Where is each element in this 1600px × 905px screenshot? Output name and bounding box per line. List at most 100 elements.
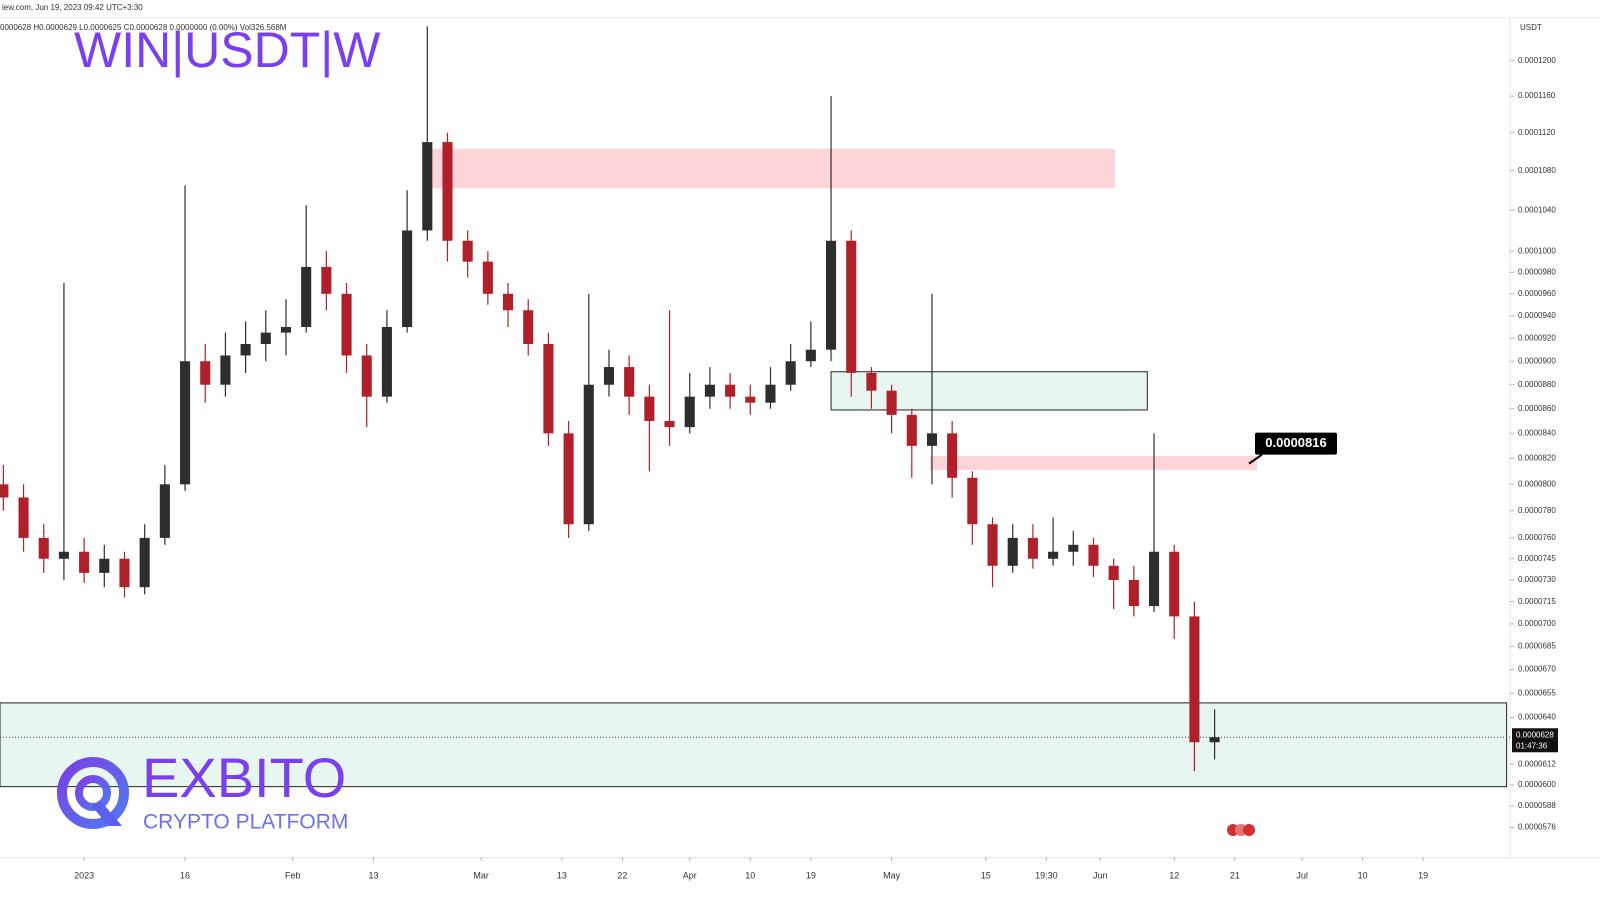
zone [830,371,1148,411]
y-tick-label: 0.0001200 [1518,56,1556,65]
x-tick-label: 16 [180,870,190,880]
candle-body [79,551,90,573]
y-tick-label: 0.0001040 [1518,205,1556,214]
y-tick-label: 0.0000700 [1518,619,1556,628]
candle-body [200,361,211,385]
y-tick-label: 0.0000880 [1518,380,1556,389]
candle-body [805,349,816,362]
x-tick-label: 21 [1230,870,1240,880]
plot-area: 0.0001200 0.0001160 0.0001120 0.0001080 0.00… [0,26,1558,880]
candle-body [846,240,857,373]
annotation-box [1255,432,1337,455]
candle-body [422,142,433,231]
candle-body [987,524,998,566]
candle-body [886,390,897,415]
last-price-box [1512,728,1558,753]
candle-body [18,497,29,538]
candle-body [361,355,372,397]
y-tick-label: 0.0000860 [1518,404,1556,413]
annotation-pointer [1248,453,1263,465]
candle-body [462,240,473,262]
y-tick-label: 0.0000900 [1518,356,1556,365]
candle-body [38,537,49,559]
chart-title: WIN|USDT|W [74,22,381,78]
y-tick-label: 0.0000685 [1518,642,1556,651]
candle-body [321,266,332,294]
candle-body [583,384,594,525]
candle-body [1088,544,1099,566]
candle-body [99,558,110,573]
y-tick-label: 0.0000715 [1518,597,1556,606]
flag-dot [1243,824,1255,836]
y-tick-label: 0.0000980 [1518,267,1556,276]
x-tick-label: 12 [1169,870,1179,880]
y-tick-label: 0.0000576 [1518,823,1556,832]
candle-body [1128,579,1139,607]
brand-name: EXBITO [142,746,346,809]
y-tick-label: 0.0000670 [1518,665,1556,674]
candle-body [563,433,574,525]
x-tick-label: 19 [806,870,816,880]
candle-body [523,310,534,344]
candle-body [0,484,9,498]
y-tick-label: 0.0000820 [1518,454,1556,463]
candle-body [947,433,958,478]
candle-body [402,230,413,327]
candle-body [1068,544,1079,552]
candle-body [785,361,796,385]
candle-body [664,420,675,428]
candle-body [624,367,635,397]
x-tick-label: 10 [1358,870,1368,880]
x-tick-label: 15 [981,870,991,880]
candle-body [381,326,392,397]
y-tick-label: 0.0001080 [1518,166,1556,175]
candle-body [967,477,978,525]
y-tick-label: 0.0001120 [1518,128,1556,137]
candle-body [1108,565,1119,580]
y-tick-label: 0.0000940 [1518,311,1556,320]
candle-body [301,266,312,327]
candle-body [906,414,917,446]
x-tick-label: Apr [683,870,697,880]
candle-body [926,433,938,446]
y-tick-label: 0.0000600 [1518,780,1556,789]
candle-body [866,372,877,391]
x-tick-label: 19:30 [1035,870,1058,880]
candle-body [442,142,453,241]
x-tick-label: 22 [617,870,627,880]
candle-body [1048,551,1059,559]
candle-body [180,361,191,485]
logo-tail [92,800,122,826]
y-tick-label: 0.0000588 [1518,801,1556,810]
candle-body [1027,537,1038,559]
y-tick-label: 0.0000920 [1518,333,1556,342]
candle-body [220,355,231,385]
logo-ring [57,757,129,829]
zone [0,702,1508,788]
brand-tagline: CRYPTO PLATFORM [143,811,348,834]
candle-body [644,396,655,421]
candle-body [765,384,776,403]
candle-body [159,484,170,538]
x-tick-label: 19 [1418,870,1428,880]
candle-body [341,293,352,356]
candle-body [603,367,615,385]
x-tick-label: 10 [745,870,755,880]
zone [929,455,1257,471]
x-tick-label: May [883,870,901,880]
x-tick-label: Jun [1093,870,1108,880]
candle-body [260,332,271,344]
flag-icon [1227,824,1255,836]
countdown-label: 01:47:36 [1516,741,1548,750]
y-tick-label: 0.0000640 [1518,713,1556,722]
candle-body [1007,537,1018,566]
candle-body [1189,616,1200,743]
last-price-label: 0.0000628 [1516,730,1554,739]
candle-body [482,261,493,294]
y-tick-label: 0.0000730 [1518,575,1556,584]
y-tick-label: 0.0000745 [1518,554,1556,563]
y-tick-label: 0.0000760 [1518,533,1556,542]
candle-body [725,384,736,397]
y-tick-label: 0.0001160 [1518,91,1556,100]
